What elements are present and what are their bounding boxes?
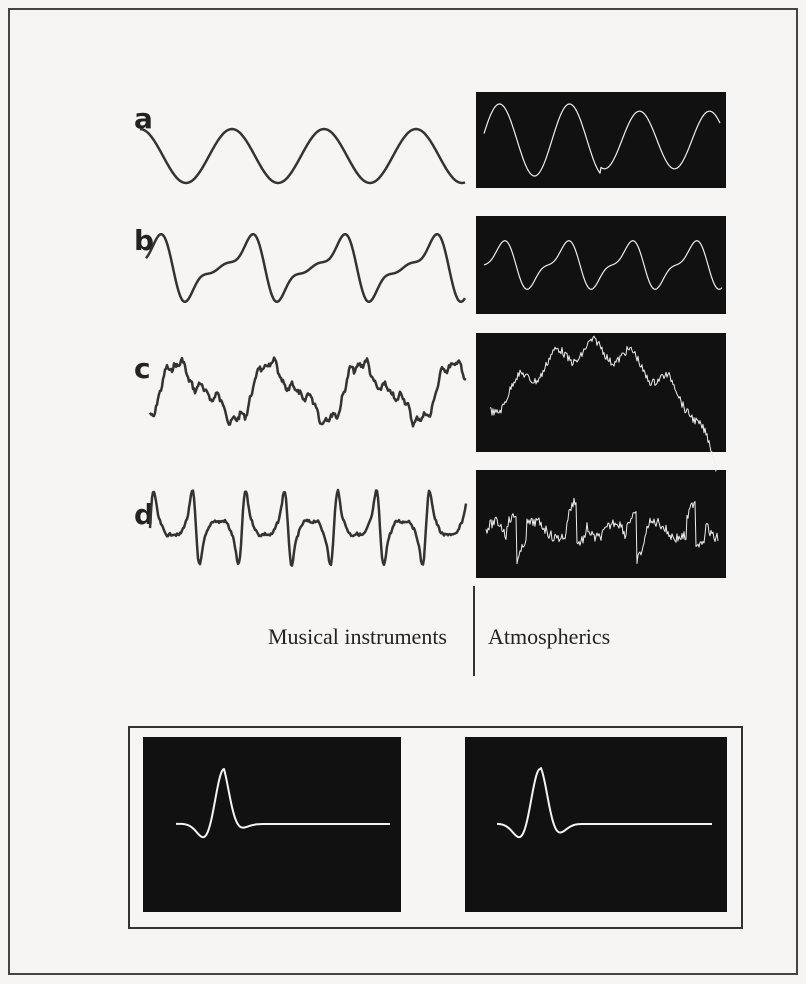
waveform xyxy=(146,234,465,302)
scope-panel xyxy=(476,92,726,188)
scope-panel xyxy=(476,216,726,314)
waveform xyxy=(150,358,466,427)
figure-page: a b c d Musical instruments Atmospherics xyxy=(0,0,806,984)
waveform xyxy=(150,490,466,566)
row-label: c xyxy=(134,352,151,385)
right-caption: Atmospherics xyxy=(488,624,610,649)
waveform xyxy=(140,129,465,183)
scope-panel xyxy=(476,470,726,578)
left-caption: Musical instruments xyxy=(268,624,447,649)
scope-panel xyxy=(476,333,726,452)
figure: a b c d Musical instruments Atmospherics xyxy=(0,0,806,984)
